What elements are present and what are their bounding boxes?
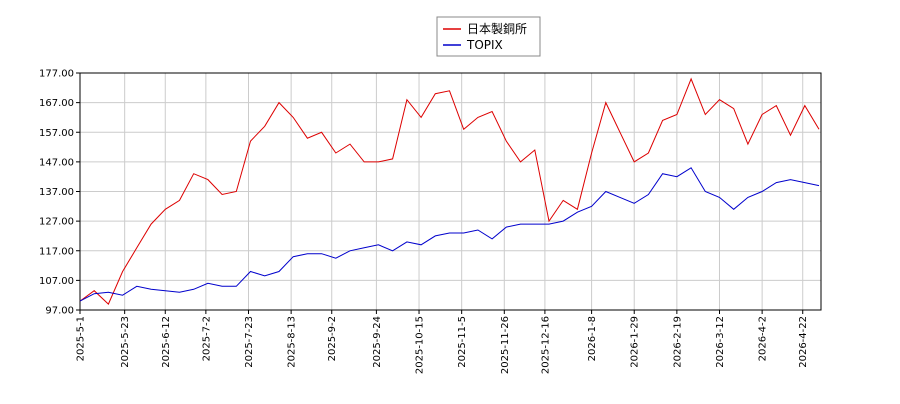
x-tick-label: 2025-12-16 [540,316,551,374]
line [79,77,820,305]
y-tick-label: 137.00 [39,187,74,198]
y-tick-label: 117.00 [39,246,74,257]
y-tick-label: 157.00 [39,128,74,139]
x-tick-label: 2026-1-29 [630,316,641,368]
x-tick-label: 2026-4-22 [798,316,809,368]
x-tick-label: 2025-9-24 [372,316,383,368]
x-tick-label: 2025-11-26 [500,316,511,374]
y-tick-label: 97.00 [45,306,74,317]
x-tick-label: 2025-5-1 [76,316,87,361]
y-tick-label: 147.00 [39,157,74,168]
legend-box [436,16,541,57]
y-tick-label: 167.00 [39,98,74,109]
legend-label: TOPIX [466,38,503,52]
y-tick-label: 177.00 [39,69,74,80]
x-tick-label: 2025-5-23 [120,316,131,368]
x-tick-label: 2026-1-8 [587,316,598,361]
x-tick-label: 2026-4-2 [758,316,769,361]
x-tick-label: 2025-7-2 [201,316,212,361]
plot-frame [79,72,822,311]
x-tick-label: 2026-3-12 [715,316,726,368]
y-tick-label: 107.00 [39,276,74,287]
y-tick-label: 127.00 [39,217,74,228]
x-tick-label: 2025-9-2 [327,316,338,361]
x-tick-label: 2025-10-15 [415,316,426,374]
line [79,167,820,302]
x-tick-label: 2025-8-13 [287,316,298,368]
x-tick-label: 2025-7-23 [244,316,255,368]
x-tick-label: 2025-11-5 [457,316,468,368]
x-tick-label: 2025-6-12 [161,316,172,368]
legend-label: 日本製銅所 [467,22,527,36]
x-tick-label: 2026-2-19 [672,316,683,368]
